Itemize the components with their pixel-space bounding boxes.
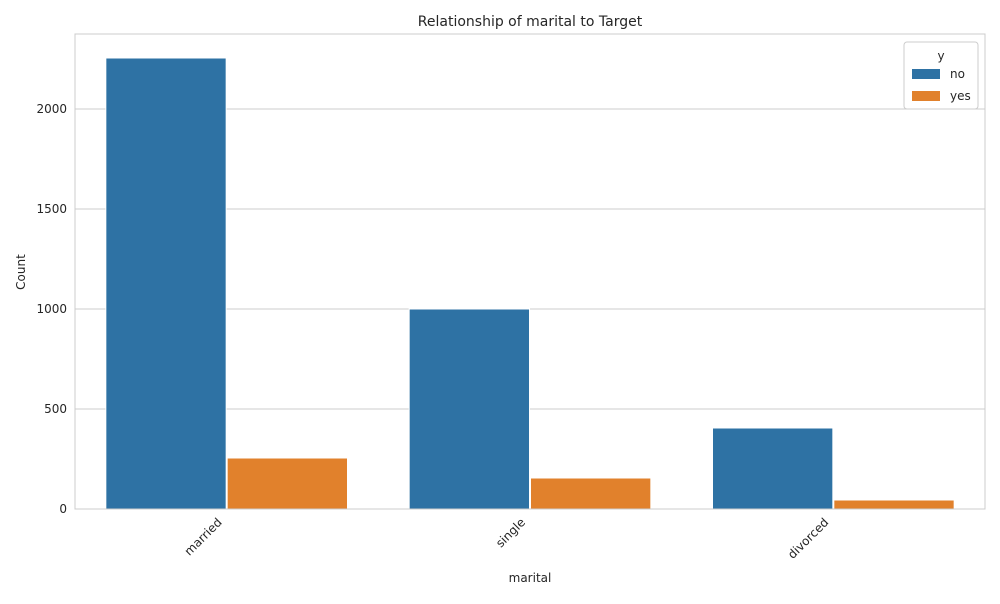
bars xyxy=(105,57,955,510)
x-tick-label: divorced xyxy=(785,515,831,561)
bar-no-married xyxy=(105,57,227,510)
x-tick-labels: married single divorced xyxy=(182,515,832,561)
legend-title: y xyxy=(937,49,944,63)
y-tick-label: 2000 xyxy=(36,102,67,116)
legend-label-no: no xyxy=(950,67,965,81)
y-tick-label: 500 xyxy=(44,402,67,416)
bar-yes-divorced xyxy=(833,499,955,510)
legend-items: no yes xyxy=(912,67,971,103)
legend-label-yes: yes xyxy=(950,89,971,103)
bar-yes-married xyxy=(226,457,349,510)
plot-frame xyxy=(74,33,986,510)
chart-title: Relationship of marital to Target xyxy=(418,14,643,30)
legend-swatch-no xyxy=(912,69,940,79)
bar-no-divorced xyxy=(712,427,834,510)
y-tick-label: 1500 xyxy=(36,202,67,216)
y-tick-label: 1000 xyxy=(36,302,67,316)
y-tick-labels: 0 500 1000 1500 2000 xyxy=(36,102,67,516)
bar-no-single xyxy=(408,308,530,510)
y-axis-label: Count xyxy=(14,254,28,290)
x-tick-label: married xyxy=(182,515,225,558)
legend: y no yes xyxy=(903,41,979,110)
bar-yes-single xyxy=(530,477,652,510)
x-axis-label: marital xyxy=(509,571,552,585)
x-tick-label: single xyxy=(493,515,528,550)
y-tick-label: 0 xyxy=(59,502,67,516)
legend-swatch-yes xyxy=(912,91,940,101)
